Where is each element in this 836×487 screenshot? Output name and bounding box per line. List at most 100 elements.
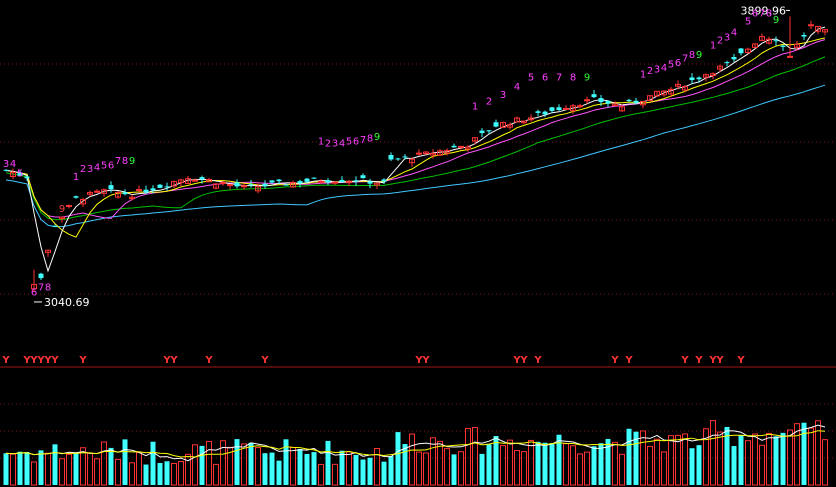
volume-bar: [689, 448, 695, 485]
sequence-mark: 2: [325, 138, 331, 149]
candle-body: [535, 111, 541, 113]
volume-bar: [318, 463, 324, 486]
sequence-mark: 8: [122, 156, 128, 167]
volume-ma-line: [5, 424, 826, 462]
candle-body: [794, 43, 800, 48]
volume-bar: [199, 445, 205, 485]
candle-body: [374, 182, 380, 186]
volume-bar: [647, 445, 653, 486]
candle-body: [402, 156, 408, 158]
volume-bar: [402, 444, 408, 485]
volume-bar: [556, 434, 562, 485]
volume-bar: [479, 453, 485, 485]
signal-mark: Y: [624, 355, 633, 366]
candle-body: [486, 130, 492, 132]
volume-bar: [227, 446, 233, 486]
candle-body: [52, 225, 58, 227]
signal-mark: Y: [1, 355, 10, 366]
volume-bar: [150, 441, 156, 485]
sequence-mark: 4: [94, 162, 100, 173]
sequence-mark: 7: [682, 53, 688, 64]
sequence-mark: 9: [59, 204, 65, 215]
volume-bar: [115, 458, 121, 486]
volume-bar: [10, 453, 16, 486]
sequence-mark: 4: [10, 159, 16, 170]
candle-body: [332, 181, 338, 184]
candle-body: [227, 184, 233, 187]
volume-bar: [388, 456, 394, 485]
candle-body: [654, 90, 660, 97]
volume-bar: [724, 426, 730, 485]
volume-bar: [696, 445, 702, 485]
volume-bar: [626, 428, 632, 485]
signal-mark: Y: [715, 355, 724, 366]
candle-body: [59, 216, 65, 220]
sequence-mark: 7: [360, 135, 366, 146]
sequence-mark: 7: [759, 8, 765, 19]
sequence-mark: 8: [689, 50, 695, 61]
candle-body: [591, 94, 597, 98]
candle-body: [759, 36, 765, 41]
candle-body: [801, 34, 807, 37]
candle-body: [199, 177, 205, 180]
volume-bar: [612, 441, 618, 486]
candle-body: [605, 100, 611, 104]
sequence-mark: 7: [556, 73, 562, 84]
volume-bar: [38, 450, 44, 485]
sequence-mark: 4: [514, 82, 520, 93]
volume-bar: [535, 441, 541, 485]
signal-mark: Y: [680, 355, 689, 366]
candle-body: [479, 130, 485, 134]
volume-bar: [745, 440, 751, 486]
volume-bar: [500, 445, 506, 486]
candle-body: [101, 189, 107, 194]
volume-bar: [283, 439, 289, 485]
sequence-mark: 6: [108, 161, 114, 172]
candle-body: [388, 155, 394, 160]
candle-body: [164, 186, 170, 188]
ma10-line: [5, 37, 826, 238]
candle-body: [696, 77, 702, 80]
candle-body: [185, 178, 191, 184]
volume-bar: [346, 451, 352, 486]
candle-body: [262, 183, 268, 187]
volume-bar: [640, 430, 646, 486]
sequence-mark: 9: [584, 73, 590, 84]
volume-bar: [703, 428, 709, 486]
candle-body: [255, 186, 261, 192]
candle-body: [493, 122, 499, 127]
volume-bar: [437, 440, 443, 486]
volume-bar: [570, 445, 576, 486]
candle-body: [24, 176, 30, 179]
volume-bar: [528, 439, 534, 486]
candle-body: [640, 100, 646, 106]
volume-bar: [458, 451, 464, 486]
sequence-mark: 4: [661, 63, 667, 74]
sequence-mark: 9: [773, 15, 779, 26]
sequence-mark: 4: [731, 28, 737, 39]
volume-bar: [122, 439, 128, 485]
candle-body: [290, 181, 296, 188]
candle-body: [38, 273, 44, 279]
volume-bar: [129, 462, 135, 486]
sequence-mark: 4: [339, 138, 345, 149]
volume-bar: [178, 461, 184, 486]
volume-bar: [73, 453, 79, 485]
volume-bar: [241, 443, 247, 486]
candle-body: [66, 205, 72, 208]
sequence-mark: 8: [570, 73, 576, 84]
candle-body: [556, 107, 562, 111]
volume-bar: [780, 432, 786, 485]
candle-body: [815, 25, 821, 32]
volume-bar: [507, 439, 513, 486]
volume-bar: [206, 440, 212, 486]
volume-bar: [248, 442, 254, 485]
signal-mark: Y: [519, 355, 528, 366]
signal-mark: Y: [694, 355, 703, 366]
candle-body: [276, 179, 282, 182]
volume-bar: [409, 433, 415, 486]
signal-mark: Y: [708, 355, 717, 366]
sequence-mark: 1: [640, 69, 646, 80]
sequence-mark: 6: [31, 287, 37, 298]
volume-bar: [752, 433, 758, 486]
